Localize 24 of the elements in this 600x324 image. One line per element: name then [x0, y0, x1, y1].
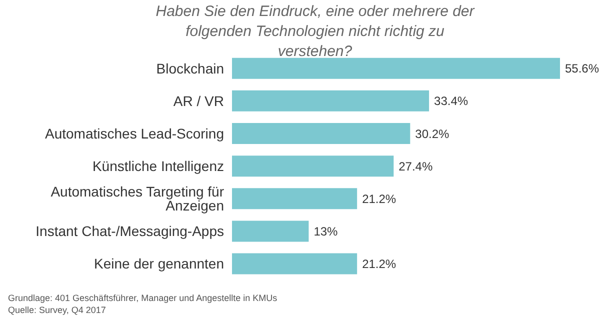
bar: [232, 188, 358, 210]
y-tick-label: Automatisches Lead-Scoring: [45, 125, 224, 142]
y-tick-label: Automatisches Targeting für Anzeigen: [50, 184, 224, 214]
text: Grundlage: 401 Geschäftsführer, Manager und Angestellte in KMUs: [8, 292, 278, 304]
bar: [232, 220, 309, 242]
bar: [232, 156, 394, 177]
data-label: 13%: [314, 224, 338, 238]
bar: [232, 123, 410, 144]
source-note: Quelle: Survey, Q4 2017: [8, 304, 107, 316]
data-label: 21.2%: [362, 192, 396, 206]
y-tick-label: Blockchain: [156, 60, 224, 76]
data-label: 21.2%: [362, 257, 396, 272]
y-tick-label: Keine der genannten: [94, 256, 224, 272]
bar: [232, 90, 430, 112]
chart-title: Haben Sie den Eindruck, eine oder mehrere der folgenden Technologien nicht richtig zu verstehen?: [154, 2, 476, 62]
data-label: 30.2%: [415, 126, 450, 141]
bar: [232, 253, 358, 274]
y-tick-label: Instant Chat-/Messaging-Apps: [36, 223, 224, 240]
y-tick-label: AR / VR: [173, 92, 224, 109]
data-label: 27.4%: [398, 159, 433, 174]
data-label: 33.4%: [434, 94, 468, 108]
bar: [232, 58, 560, 79]
data-label: 55.6%: [565, 62, 600, 76]
y-tick-label: Künstliche Intelligenz: [92, 158, 224, 174]
